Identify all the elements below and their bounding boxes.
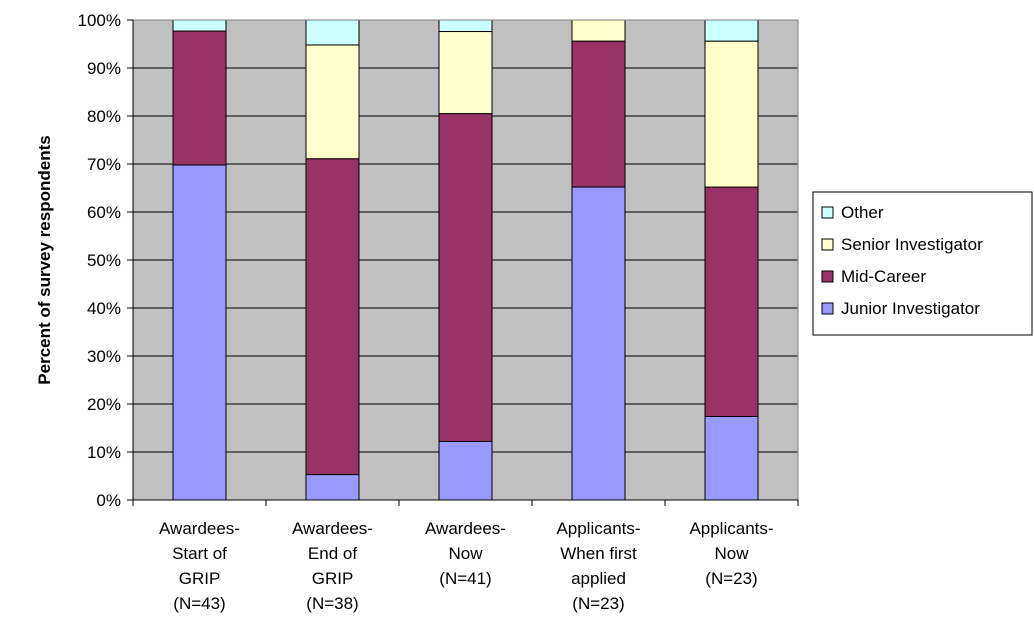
bar-segment-mid-career bbox=[306, 159, 359, 475]
y-tick-label: 0% bbox=[96, 491, 121, 510]
bar-segment-senior-investigator bbox=[705, 41, 758, 187]
bar-segment-other bbox=[173, 20, 226, 31]
bar-segment-junior-investigator bbox=[306, 475, 359, 500]
bar-segment-senior-investigator bbox=[572, 20, 625, 41]
y-tick-labels: 0% 10% 20% 30% 40% 50% 60% 70% 80% 90% 100% bbox=[78, 11, 121, 510]
bar-segment-junior-investigator bbox=[705, 416, 758, 500]
bar-segment-mid-career bbox=[173, 31, 226, 165]
bar-segment-other bbox=[439, 20, 492, 32]
bar-segment-junior-investigator bbox=[173, 165, 226, 500]
category-label: Awardees-Now (N=41) bbox=[425, 519, 506, 588]
bar-segment-mid-career bbox=[572, 41, 625, 187]
bar-segment-mid-career bbox=[439, 114, 492, 442]
category-label: Applicants-Now (N=23) bbox=[689, 519, 773, 588]
legend-label: Other bbox=[841, 203, 884, 222]
y-tick-label: 40% bbox=[87, 299, 121, 318]
legend-swatch bbox=[822, 303, 833, 314]
y-tick-label: 30% bbox=[87, 347, 121, 366]
category-label: Applicants-When first applied (N=23) bbox=[556, 519, 640, 613]
y-tick-label: 50% bbox=[87, 251, 121, 270]
bar-segment-other bbox=[306, 20, 359, 45]
y-tick-label: 20% bbox=[87, 395, 121, 414]
legend-label: Mid-Career bbox=[841, 267, 926, 286]
y-tick-label: 70% bbox=[87, 155, 121, 174]
legend-swatch bbox=[822, 271, 833, 282]
y-tick-label: 90% bbox=[87, 59, 121, 78]
y-axis-title: Percent of survey respondents bbox=[35, 135, 54, 384]
legend-label: Junior Investigator bbox=[841, 299, 980, 318]
y-tick-label: 60% bbox=[87, 203, 121, 222]
y-tick-label: 10% bbox=[87, 443, 121, 462]
legend: Other Senior Investigator Mid-Career Junior… bbox=[813, 192, 1032, 335]
legend-swatch bbox=[822, 239, 833, 250]
bar-segment-junior-investigator bbox=[439, 441, 492, 500]
legend-swatch bbox=[822, 207, 833, 218]
bar-segment-junior-investigator bbox=[572, 187, 625, 500]
bar-segment-senior-investigator bbox=[439, 32, 492, 114]
y-tick-label: 80% bbox=[87, 107, 121, 126]
bar-segment-senior-investigator bbox=[306, 45, 359, 159]
legend-label: Senior Investigator bbox=[841, 235, 983, 254]
category-label: Awardees-End of GRIP (N=38) bbox=[292, 519, 373, 613]
bar-segment-other bbox=[705, 20, 758, 41]
y-tick-label: 100% bbox=[78, 11, 121, 30]
bar-segment-mid-career bbox=[705, 187, 758, 416]
category-labels: Awardees-Start of GRIP (N=43) Awardees-End … bbox=[159, 519, 774, 613]
category-label: Awardees-Start of GRIP (N=43) bbox=[159, 519, 240, 613]
